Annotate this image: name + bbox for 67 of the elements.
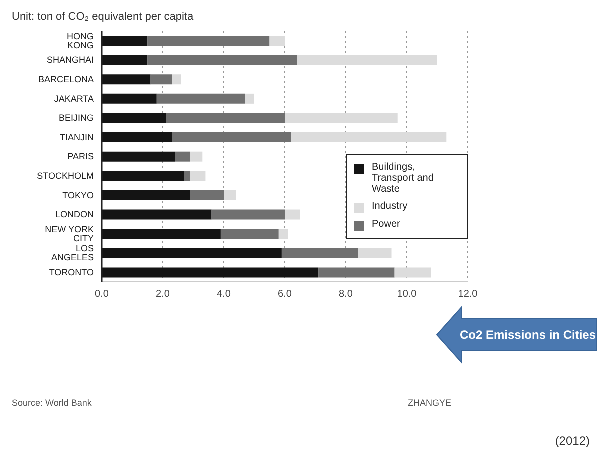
bar <box>291 132 447 143</box>
y-tick-label: JAKARTA <box>54 94 94 104</box>
legend-label: Industry <box>372 201 408 212</box>
bar <box>270 36 285 46</box>
bar <box>282 248 358 258</box>
y-tick-label: NEW YORK CITY <box>45 224 94 244</box>
bar <box>102 36 148 46</box>
bar <box>184 171 190 182</box>
bar <box>220 229 279 240</box>
x-tick-label: 12.0 <box>458 289 478 300</box>
x-tick-label: 10.0 <box>397 289 418 300</box>
x-tick-label: 8.0 <box>339 289 354 300</box>
y-tick-label: BARCELONA <box>38 74 94 84</box>
y-tick-label: TORONTO <box>49 268 94 278</box>
bar <box>190 171 206 182</box>
y-tick-label: LONDON <box>55 210 94 220</box>
x-tick-label: 4.0 <box>217 289 232 300</box>
bar <box>102 248 282 258</box>
source-note: Source: World Bank <box>12 398 92 408</box>
bar <box>102 132 172 143</box>
bar <box>212 210 285 220</box>
bar <box>297 55 438 66</box>
bar <box>166 113 285 124</box>
y-tick-label: LOS ANGELES <box>51 244 94 263</box>
bar <box>394 268 432 278</box>
left-arrow: Co2 Emissions in Cities <box>436 306 598 364</box>
x-tick-label: 6.0 <box>278 289 292 300</box>
bar <box>102 152 176 162</box>
bar <box>102 74 151 85</box>
bar <box>102 229 221 240</box>
chart-title: Unit: ton of CO₂ equivalent per capita <box>12 10 195 25</box>
bar <box>190 152 203 162</box>
bar <box>175 152 190 162</box>
bar <box>148 36 270 46</box>
text: ZHANGYE <box>408 398 452 408</box>
bar <box>224 190 236 200</box>
x-tick-label: 2.0 <box>156 289 170 300</box>
y-tick-label: TOKYO <box>62 190 94 200</box>
bar <box>172 132 292 143</box>
bar <box>102 210 212 220</box>
bar <box>102 171 184 182</box>
bar <box>150 74 172 85</box>
x-tick-label: 0.0 <box>95 289 110 300</box>
y-tick-label: TIANJIN <box>60 132 94 142</box>
legend-label: Buildings, Transport and Waste <box>372 162 435 195</box>
bar <box>278 229 288 240</box>
bar <box>172 74 182 85</box>
y-tick-label: SHANGHAI <box>46 55 94 66</box>
y-tick-label: HONG KONG <box>67 31 94 50</box>
y-tick-label: BEIJING <box>58 113 94 124</box>
bar <box>156 94 246 104</box>
bar <box>102 113 166 124</box>
bar <box>245 94 254 104</box>
y-tick-label: PARIS <box>68 152 94 162</box>
bar <box>318 268 395 278</box>
bar <box>358 248 392 258</box>
y-tick-label: STOCKHOLM <box>37 171 94 182</box>
bar <box>190 190 224 200</box>
legend-label: Power <box>372 219 400 230</box>
bar <box>285 210 300 220</box>
bar <box>102 190 190 200</box>
bar <box>102 268 319 278</box>
text: (2012) <box>555 434 590 448</box>
bar <box>285 113 398 124</box>
bar <box>102 55 148 66</box>
bar <box>102 94 157 104</box>
bar <box>148 55 298 66</box>
